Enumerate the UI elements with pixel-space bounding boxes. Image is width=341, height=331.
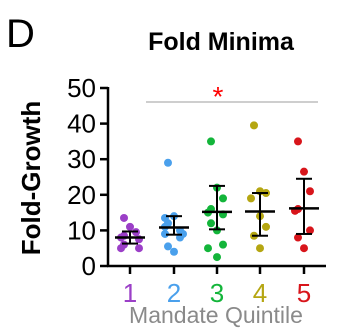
- data-point: [247, 194, 255, 203]
- panel-letter: D: [6, 12, 35, 56]
- x-axis-label: Mandate Quintile: [129, 302, 303, 328]
- data-point: [262, 222, 270, 231]
- data-point: [164, 158, 172, 167]
- x-tick-label: 3: [210, 278, 224, 308]
- data-point: [306, 187, 314, 196]
- y-tick-label: 20: [67, 180, 96, 210]
- data-point: [294, 137, 302, 146]
- x-tick-label: 1: [123, 278, 137, 308]
- chart-title: Fold Minima: [148, 28, 295, 56]
- data-point: [135, 244, 143, 253]
- y-tick-label: 10: [67, 215, 96, 245]
- data-point: [120, 213, 128, 222]
- y-tick-label: 50: [67, 73, 96, 103]
- data-point: [117, 244, 125, 253]
- y-tick-label: 0: [82, 251, 96, 281]
- data-points: [117, 121, 314, 262]
- data-point: [164, 242, 172, 251]
- y-axis: 0 10 20 30 40 50: [67, 73, 110, 281]
- data-point: [294, 233, 302, 242]
- data-point: [300, 167, 308, 176]
- significance-star: *: [213, 81, 224, 112]
- error-bars: [115, 177, 319, 245]
- data-point: [219, 194, 227, 203]
- data-point: [256, 244, 264, 253]
- data-point: [213, 253, 221, 262]
- data-point: [170, 247, 178, 256]
- data-point: [204, 244, 212, 253]
- data-point: [219, 240, 227, 249]
- x-tick-label: 4: [253, 278, 267, 308]
- significance-annotation: *: [146, 81, 318, 112]
- x-tick-label: 5: [297, 278, 311, 308]
- y-tick-label: 30: [67, 144, 96, 174]
- data-point: [161, 229, 169, 238]
- x-tick-label: 2: [167, 278, 181, 308]
- data-point: [126, 222, 134, 231]
- x-axis: [107, 264, 326, 274]
- data-point: [300, 244, 308, 253]
- data-point: [207, 137, 215, 146]
- data-point: [207, 219, 215, 228]
- y-axis-label: Fold-Growth: [16, 101, 46, 256]
- data-point: [306, 226, 314, 235]
- y-tick-label: 40: [67, 109, 96, 139]
- data-point: [250, 121, 258, 130]
